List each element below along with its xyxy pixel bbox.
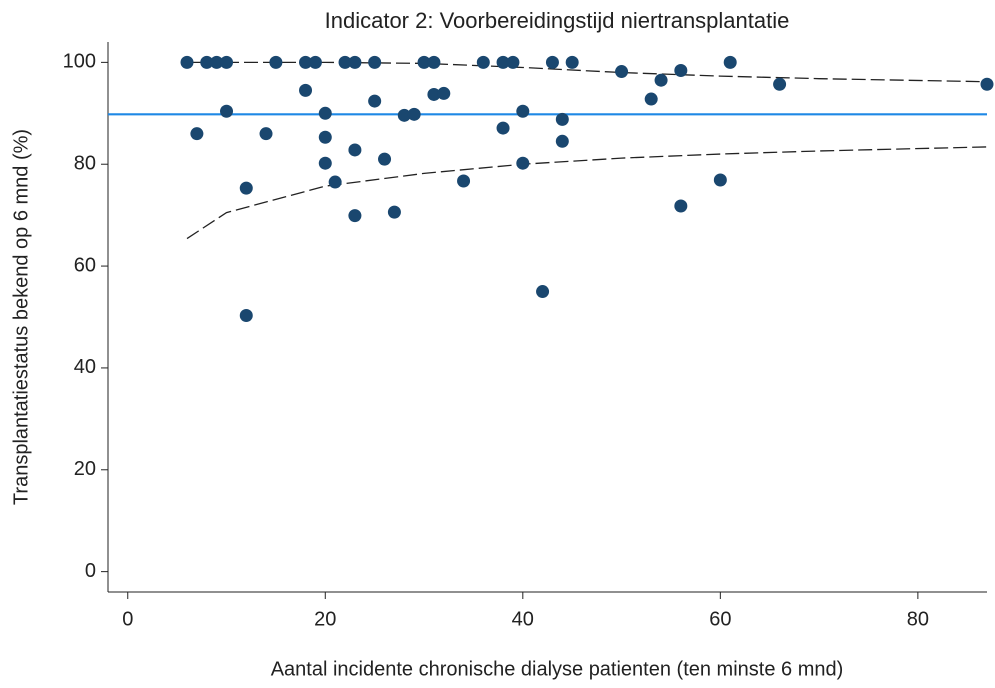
point xyxy=(496,55,510,69)
chart-title: Indicator 2: Voorbereidingstijd niertran… xyxy=(325,8,790,33)
point xyxy=(338,55,352,69)
point xyxy=(299,55,313,69)
point xyxy=(269,55,283,69)
x-tick-label: 20 xyxy=(314,608,336,630)
point xyxy=(259,127,273,141)
point xyxy=(674,199,688,213)
y-tick-label: 80 xyxy=(74,153,96,175)
point xyxy=(210,55,224,69)
y-tick-label: 100 xyxy=(63,51,96,73)
point xyxy=(417,55,431,69)
point xyxy=(328,175,342,189)
point xyxy=(239,308,253,322)
point xyxy=(378,152,392,166)
x-tick-label: 60 xyxy=(709,608,731,630)
y-tick-label: 20 xyxy=(74,458,96,480)
point xyxy=(773,77,787,91)
point xyxy=(980,77,994,91)
x-tick-label: 0 xyxy=(122,608,133,630)
point xyxy=(318,130,332,144)
point xyxy=(644,92,658,106)
point xyxy=(713,173,727,187)
y-tick-label: 60 xyxy=(74,254,96,276)
point xyxy=(437,86,451,100)
point xyxy=(654,73,668,87)
point xyxy=(427,87,441,101)
y-axis-label: Transplantatiestatus bekend op 6 mnd (%) xyxy=(10,129,32,505)
point xyxy=(348,209,362,223)
point xyxy=(555,134,569,148)
point xyxy=(723,55,737,69)
point xyxy=(516,104,530,118)
point xyxy=(180,55,194,69)
point xyxy=(200,55,214,69)
point xyxy=(348,55,362,69)
point xyxy=(457,174,471,188)
limit-line xyxy=(186,146,988,240)
point xyxy=(299,83,313,97)
x-tick-label: 80 xyxy=(907,608,929,630)
point xyxy=(496,121,510,135)
point xyxy=(220,104,234,118)
point xyxy=(565,55,579,69)
point xyxy=(348,143,362,157)
point xyxy=(555,112,569,126)
point xyxy=(190,127,204,141)
point xyxy=(506,55,520,69)
point xyxy=(476,55,490,69)
limit-line xyxy=(187,61,988,83)
point xyxy=(536,285,550,299)
point xyxy=(387,205,401,219)
point xyxy=(615,65,629,79)
point xyxy=(318,156,332,170)
point xyxy=(545,55,559,69)
point xyxy=(516,156,530,170)
point xyxy=(674,64,688,78)
y-tick-label: 0 xyxy=(85,560,96,582)
point xyxy=(368,55,382,69)
point xyxy=(220,55,234,69)
point xyxy=(368,94,382,108)
point xyxy=(239,181,253,195)
x-tick-label: 40 xyxy=(512,608,534,630)
y-tick-label: 40 xyxy=(74,356,96,378)
point xyxy=(308,55,322,69)
x-axis-label: Aantal incidente chronische dialyse pati… xyxy=(271,658,844,680)
point xyxy=(318,106,332,120)
point xyxy=(427,55,441,69)
point xyxy=(407,107,421,121)
point xyxy=(397,108,411,122)
